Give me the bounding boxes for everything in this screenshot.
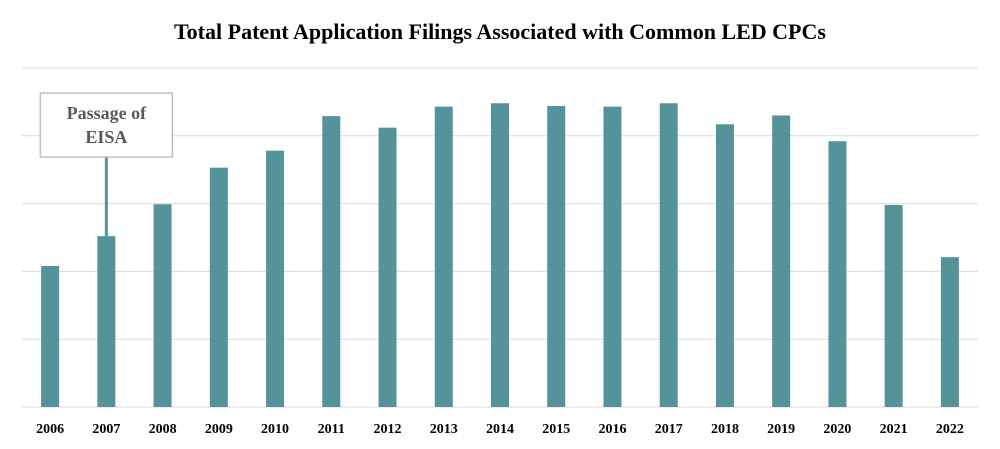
bar-2013 (434, 106, 453, 408)
x-tick-2015: 2015 (542, 422, 570, 437)
x-tick-2016: 2016 (598, 422, 626, 437)
x-axis-tick-labels: 2006 2007 2008 2009 2010 2011 2012 2013 2014 2015… (36, 422, 964, 437)
x-tick-2010: 2010 (261, 422, 289, 437)
x-tick-2020: 2020 (823, 422, 851, 437)
bar-2012 (378, 127, 397, 407)
bar-2022 (940, 257, 959, 407)
bar-2011 (322, 116, 341, 407)
bar-2018 (715, 124, 734, 408)
x-tick-2019: 2019 (767, 422, 795, 437)
x-tick-2013: 2013 (430, 422, 458, 437)
bars (41, 103, 959, 408)
x-tick-2017: 2017 (655, 422, 683, 437)
bar-2019 (772, 115, 791, 408)
bar-2009 (209, 167, 228, 407)
bar-2017 (659, 103, 678, 408)
bar-2021 (884, 204, 903, 407)
eisa-annotation: Passage of EISA (39, 92, 174, 368)
x-tick-2012: 2012 (374, 422, 402, 437)
bar-2015 (547, 105, 566, 407)
x-tick-2022: 2022 (936, 422, 964, 437)
bar-2014 (491, 103, 509, 408)
x-tick-2008: 2008 (149, 422, 177, 437)
bar-2016 (603, 106, 622, 408)
x-tick-2018: 2018 (711, 422, 739, 437)
annotation-text-line-2: EISA (85, 127, 127, 147)
annotation-text-line-1: Passage of (67, 103, 147, 123)
x-tick-2014: 2014 (486, 422, 514, 437)
x-tick-2009: 2009 (205, 422, 233, 437)
x-tick-2011: 2011 (318, 422, 345, 437)
bar-2020 (828, 141, 847, 407)
x-tick-2021: 2021 (880, 422, 908, 437)
annotation-box (39, 92, 174, 158)
chart-title: Total Patent Application Filings Associa… (174, 19, 826, 44)
bar-2008 (153, 204, 172, 407)
x-tick-2006: 2006 (36, 422, 64, 437)
bar-2010 (266, 150, 285, 407)
x-tick-2007: 2007 (92, 422, 120, 437)
bar-2006 (41, 265, 60, 407)
